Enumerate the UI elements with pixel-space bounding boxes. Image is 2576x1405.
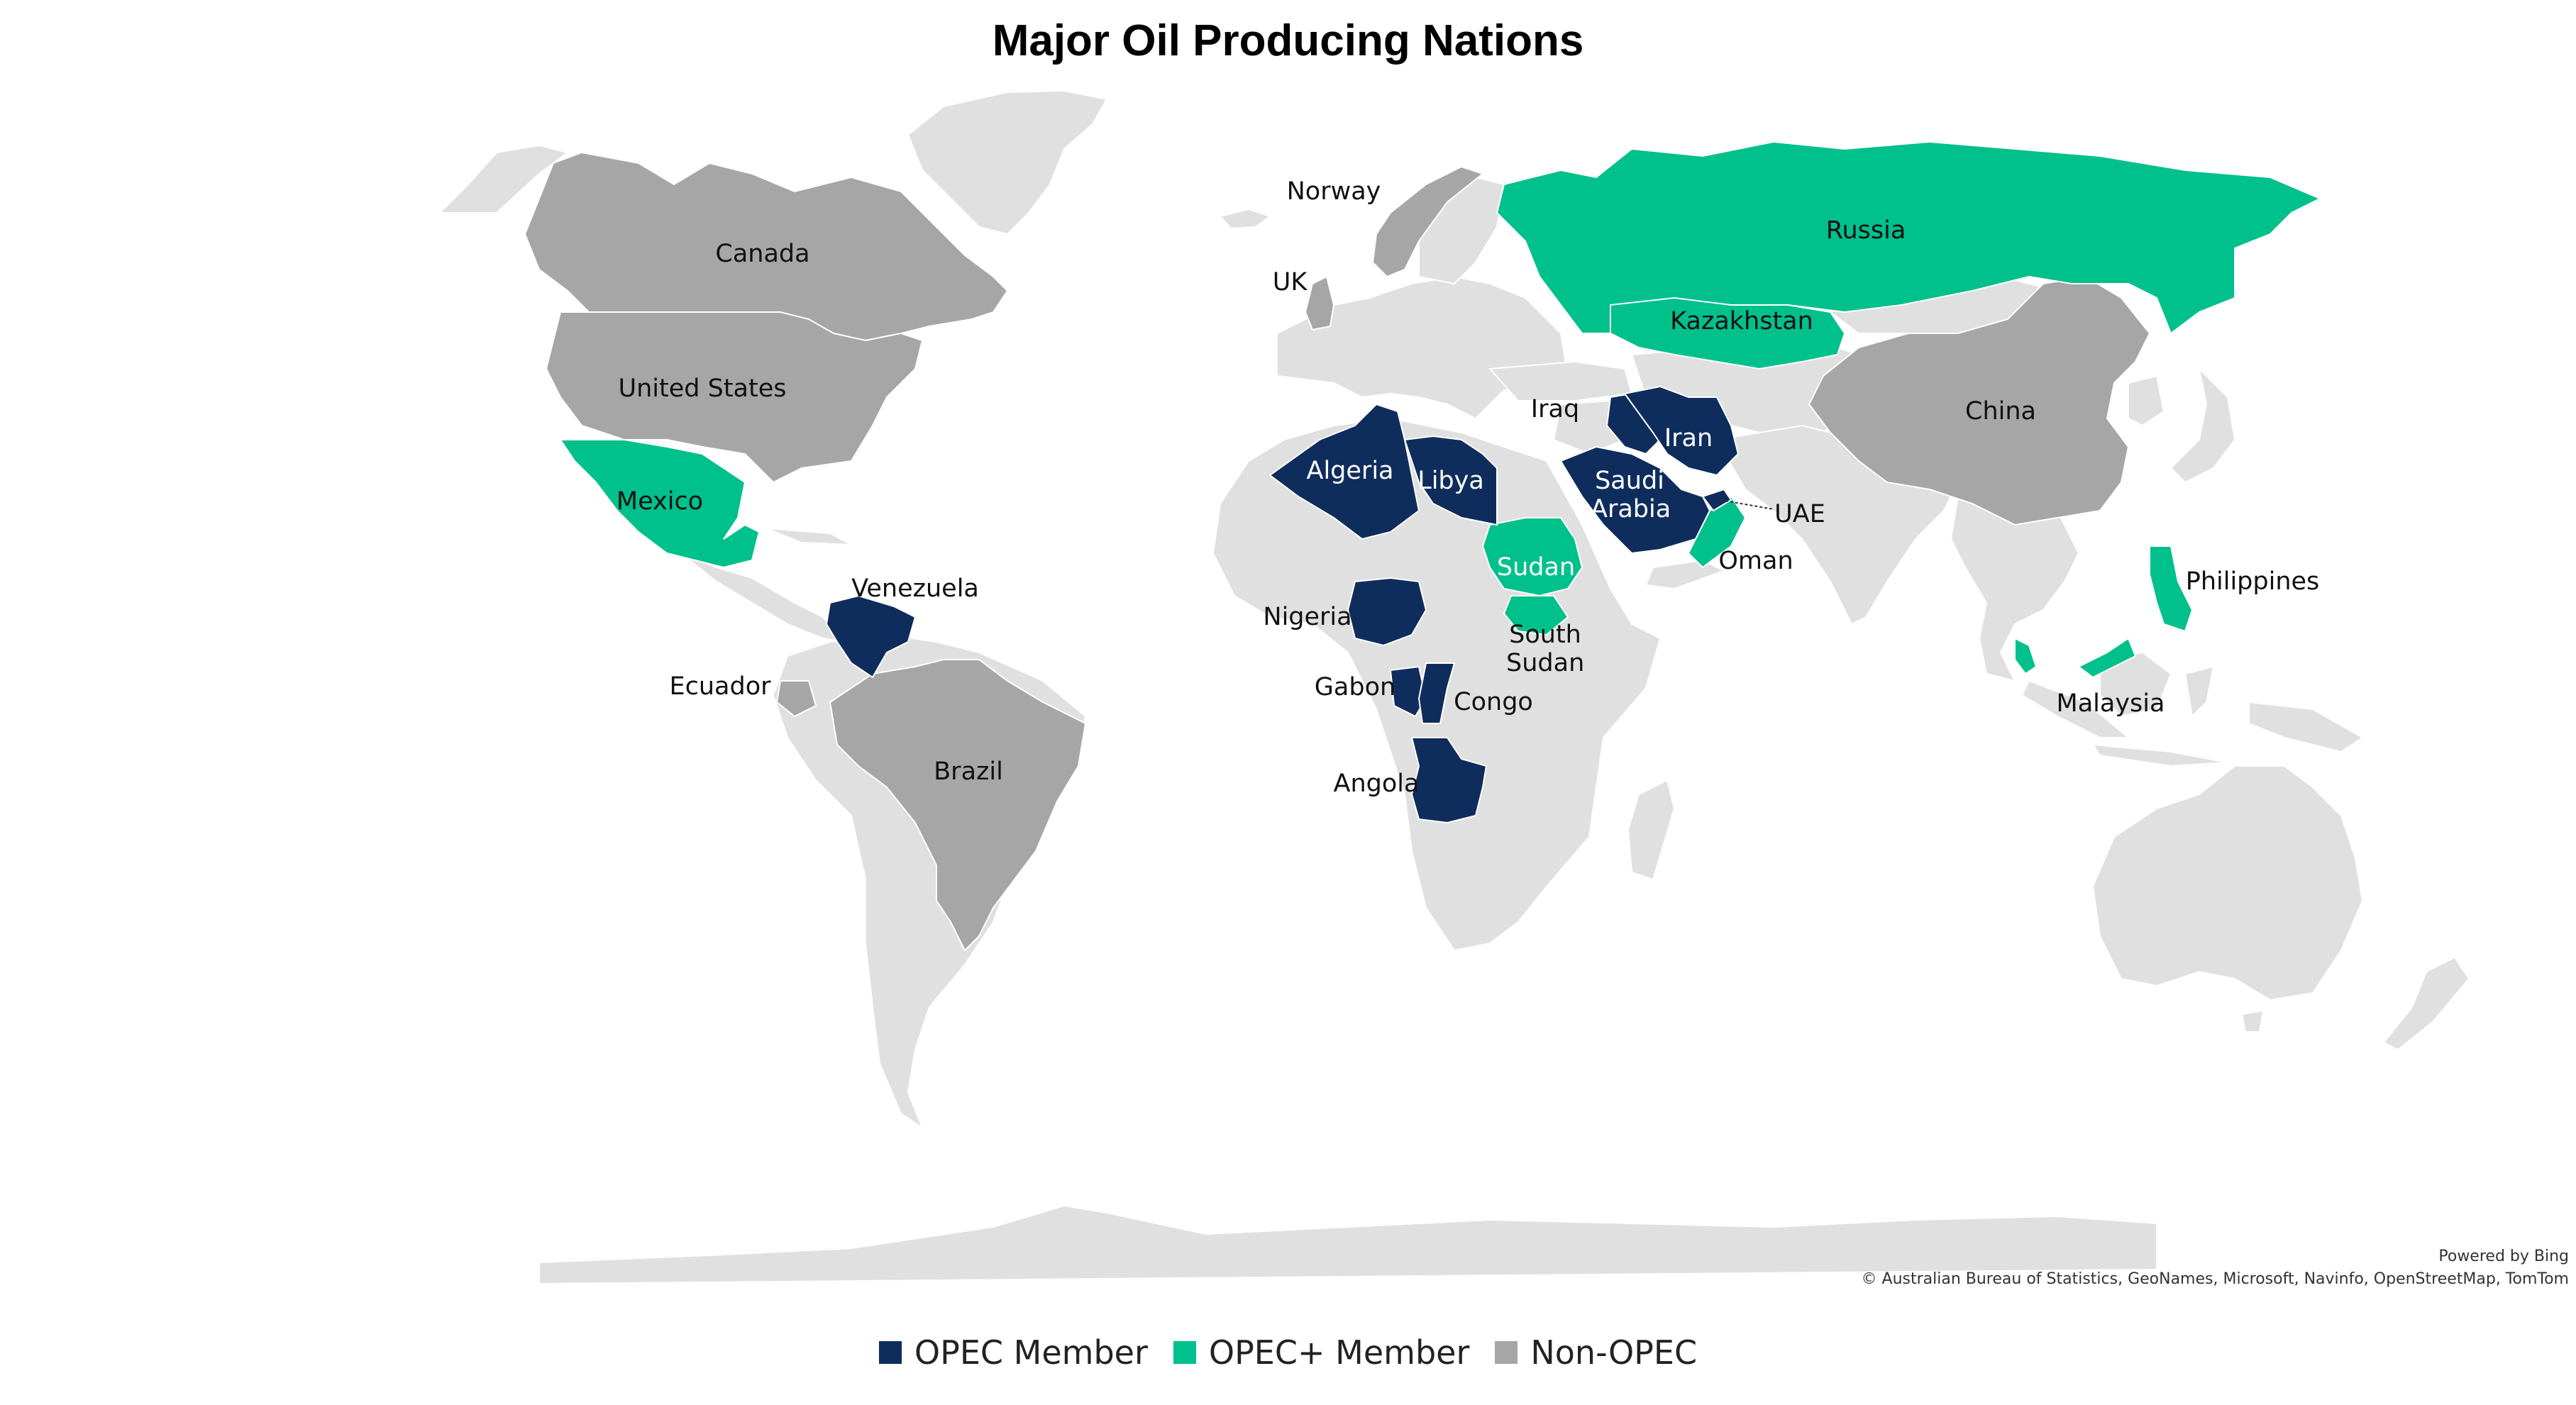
land-australia bbox=[2091, 765, 2364, 1001]
land-southeast-asia bbox=[1950, 488, 2080, 682]
country-iran[interactable] bbox=[1623, 385, 1740, 477]
country-venezuela[interactable] bbox=[825, 594, 917, 679]
land-sulawesi bbox=[2184, 665, 2215, 718]
land-tasmania bbox=[2240, 1009, 2265, 1033]
label-libya: Libya bbox=[1417, 466, 1484, 495]
country-congo[interactable] bbox=[1417, 662, 1456, 724]
legend-swatch-non-opec bbox=[1495, 1341, 1518, 1364]
land-new-zealand bbox=[2382, 956, 2470, 1051]
label-malaysia: Malaysia bbox=[2056, 689, 2165, 718]
legend-swatch-opec-plus bbox=[1173, 1341, 1196, 1364]
country-mexico[interactable] bbox=[559, 439, 761, 569]
uae-leader-line bbox=[1720, 499, 1774, 510]
country-united-states[interactable] bbox=[545, 311, 924, 484]
label-russia: Russia bbox=[1825, 216, 1906, 245]
label-united-states: United States bbox=[618, 374, 787, 403]
land-borneo bbox=[2099, 651, 2172, 718]
land-korea bbox=[2128, 374, 2165, 427]
country-saudi-arabia[interactable] bbox=[1559, 445, 1711, 555]
label-mexico: Mexico bbox=[616, 487, 704, 516]
legend: OPEC Member OPEC+ Member Non-OPEC bbox=[0, 1333, 2576, 1372]
label-iran: Iran bbox=[1664, 423, 1713, 452]
legend-label-opec: OPEC Member bbox=[914, 1333, 1148, 1372]
land-syria-yemen bbox=[1552, 399, 1626, 455]
label-saudi-arabia: Saudi Arabia bbox=[1591, 466, 1671, 523]
legend-label-non-opec: Non-OPEC bbox=[1530, 1333, 1698, 1372]
label-uae: UAE bbox=[1774, 499, 1825, 528]
label-oman: Oman bbox=[1718, 546, 1793, 575]
land-iceland bbox=[1219, 208, 1272, 230]
country-philippines[interactable] bbox=[2149, 545, 2194, 633]
copyright-text: © Australian Bureau of Statistics, GeoNa… bbox=[1861, 1270, 2569, 1288]
opec-countries bbox=[825, 385, 1740, 824]
country-uk[interactable] bbox=[1304, 275, 1335, 331]
country-south-sudan[interactable] bbox=[1503, 595, 1569, 636]
label-norway: Norway bbox=[1286, 177, 1381, 206]
map-attribution: Powered by Bing © Australian Bureau of S… bbox=[1862, 1245, 2569, 1291]
land-new-guinea bbox=[2248, 701, 2364, 753]
label-nigeria: Nigeria bbox=[1263, 602, 1352, 631]
land-madagascar bbox=[1627, 779, 1676, 881]
country-kazakhstan[interactable] bbox=[1610, 296, 1846, 370]
label-venezuela: Venezuela bbox=[851, 574, 979, 603]
legend-swatch-opec bbox=[878, 1341, 902, 1364]
country-angola[interactable] bbox=[1410, 737, 1488, 824]
land-cuba bbox=[765, 528, 852, 545]
opec-plus-countries bbox=[559, 140, 2322, 679]
country-brazil[interactable] bbox=[829, 659, 1087, 952]
land-yemen bbox=[1644, 559, 1726, 590]
map-title: Major Oil Producing Nations bbox=[992, 16, 1584, 65]
powered-by-text: Powered by Bing bbox=[2438, 1248, 2569, 1265]
label-congo: Congo bbox=[1454, 687, 1533, 716]
label-china: China bbox=[1965, 396, 2036, 426]
country-malaysia-east[interactable] bbox=[2077, 637, 2137, 679]
label-philippines: Philippines bbox=[2185, 567, 2320, 596]
legend-label-opec-plus: OPEC+ Member bbox=[1208, 1333, 1470, 1372]
non-opec-countries bbox=[524, 151, 2151, 952]
label-south-sudan: South Sudan bbox=[1506, 620, 1585, 677]
label-gabon: Gabon bbox=[1314, 672, 1396, 701]
country-sudan[interactable] bbox=[1481, 517, 1583, 597]
land-japan bbox=[2169, 366, 2236, 484]
country-oman[interactable] bbox=[1687, 495, 1747, 569]
legend-item-non-opec[interactable]: Non-OPEC bbox=[1495, 1333, 1697, 1372]
label-uk: UK bbox=[1272, 267, 1308, 296]
country-china[interactable] bbox=[1808, 275, 2151, 526]
land-java bbox=[2091, 743, 2228, 767]
legend-item-opec-plus[interactable]: OPEC+ Member bbox=[1173, 1333, 1470, 1372]
land-alaska bbox=[438, 144, 570, 213]
label-sudan: Sudan bbox=[1496, 552, 1576, 582]
land-greenland bbox=[907, 89, 1108, 235]
country-algeria[interactable] bbox=[1268, 403, 1420, 540]
country-norway[interactable] bbox=[1371, 165, 1485, 278]
label-algeria: Algeria bbox=[1306, 456, 1394, 485]
country-nigeria[interactable] bbox=[1347, 577, 1427, 647]
country-uae[interactable] bbox=[1701, 488, 1732, 512]
label-kazakhstan: Kazakhstan bbox=[1670, 306, 1813, 335]
label-iraq: Iraq bbox=[1530, 394, 1580, 423]
label-brazil: Brazil bbox=[934, 757, 1003, 786]
label-canada: Canada bbox=[715, 239, 810, 268]
land-central-america bbox=[680, 552, 846, 643]
label-angola: Angola bbox=[1333, 769, 1420, 798]
legend-item-opec[interactable]: OPEC Member bbox=[878, 1333, 1148, 1372]
country-malaysia[interactable] bbox=[2014, 637, 2038, 675]
country-ecuador[interactable] bbox=[775, 680, 817, 718]
country-libya[interactable] bbox=[1403, 435, 1498, 526]
land-antarctica bbox=[538, 1204, 2157, 1285]
land-indonesia bbox=[2021, 679, 2130, 738]
label-ecuador: Ecuador bbox=[669, 672, 771, 701]
